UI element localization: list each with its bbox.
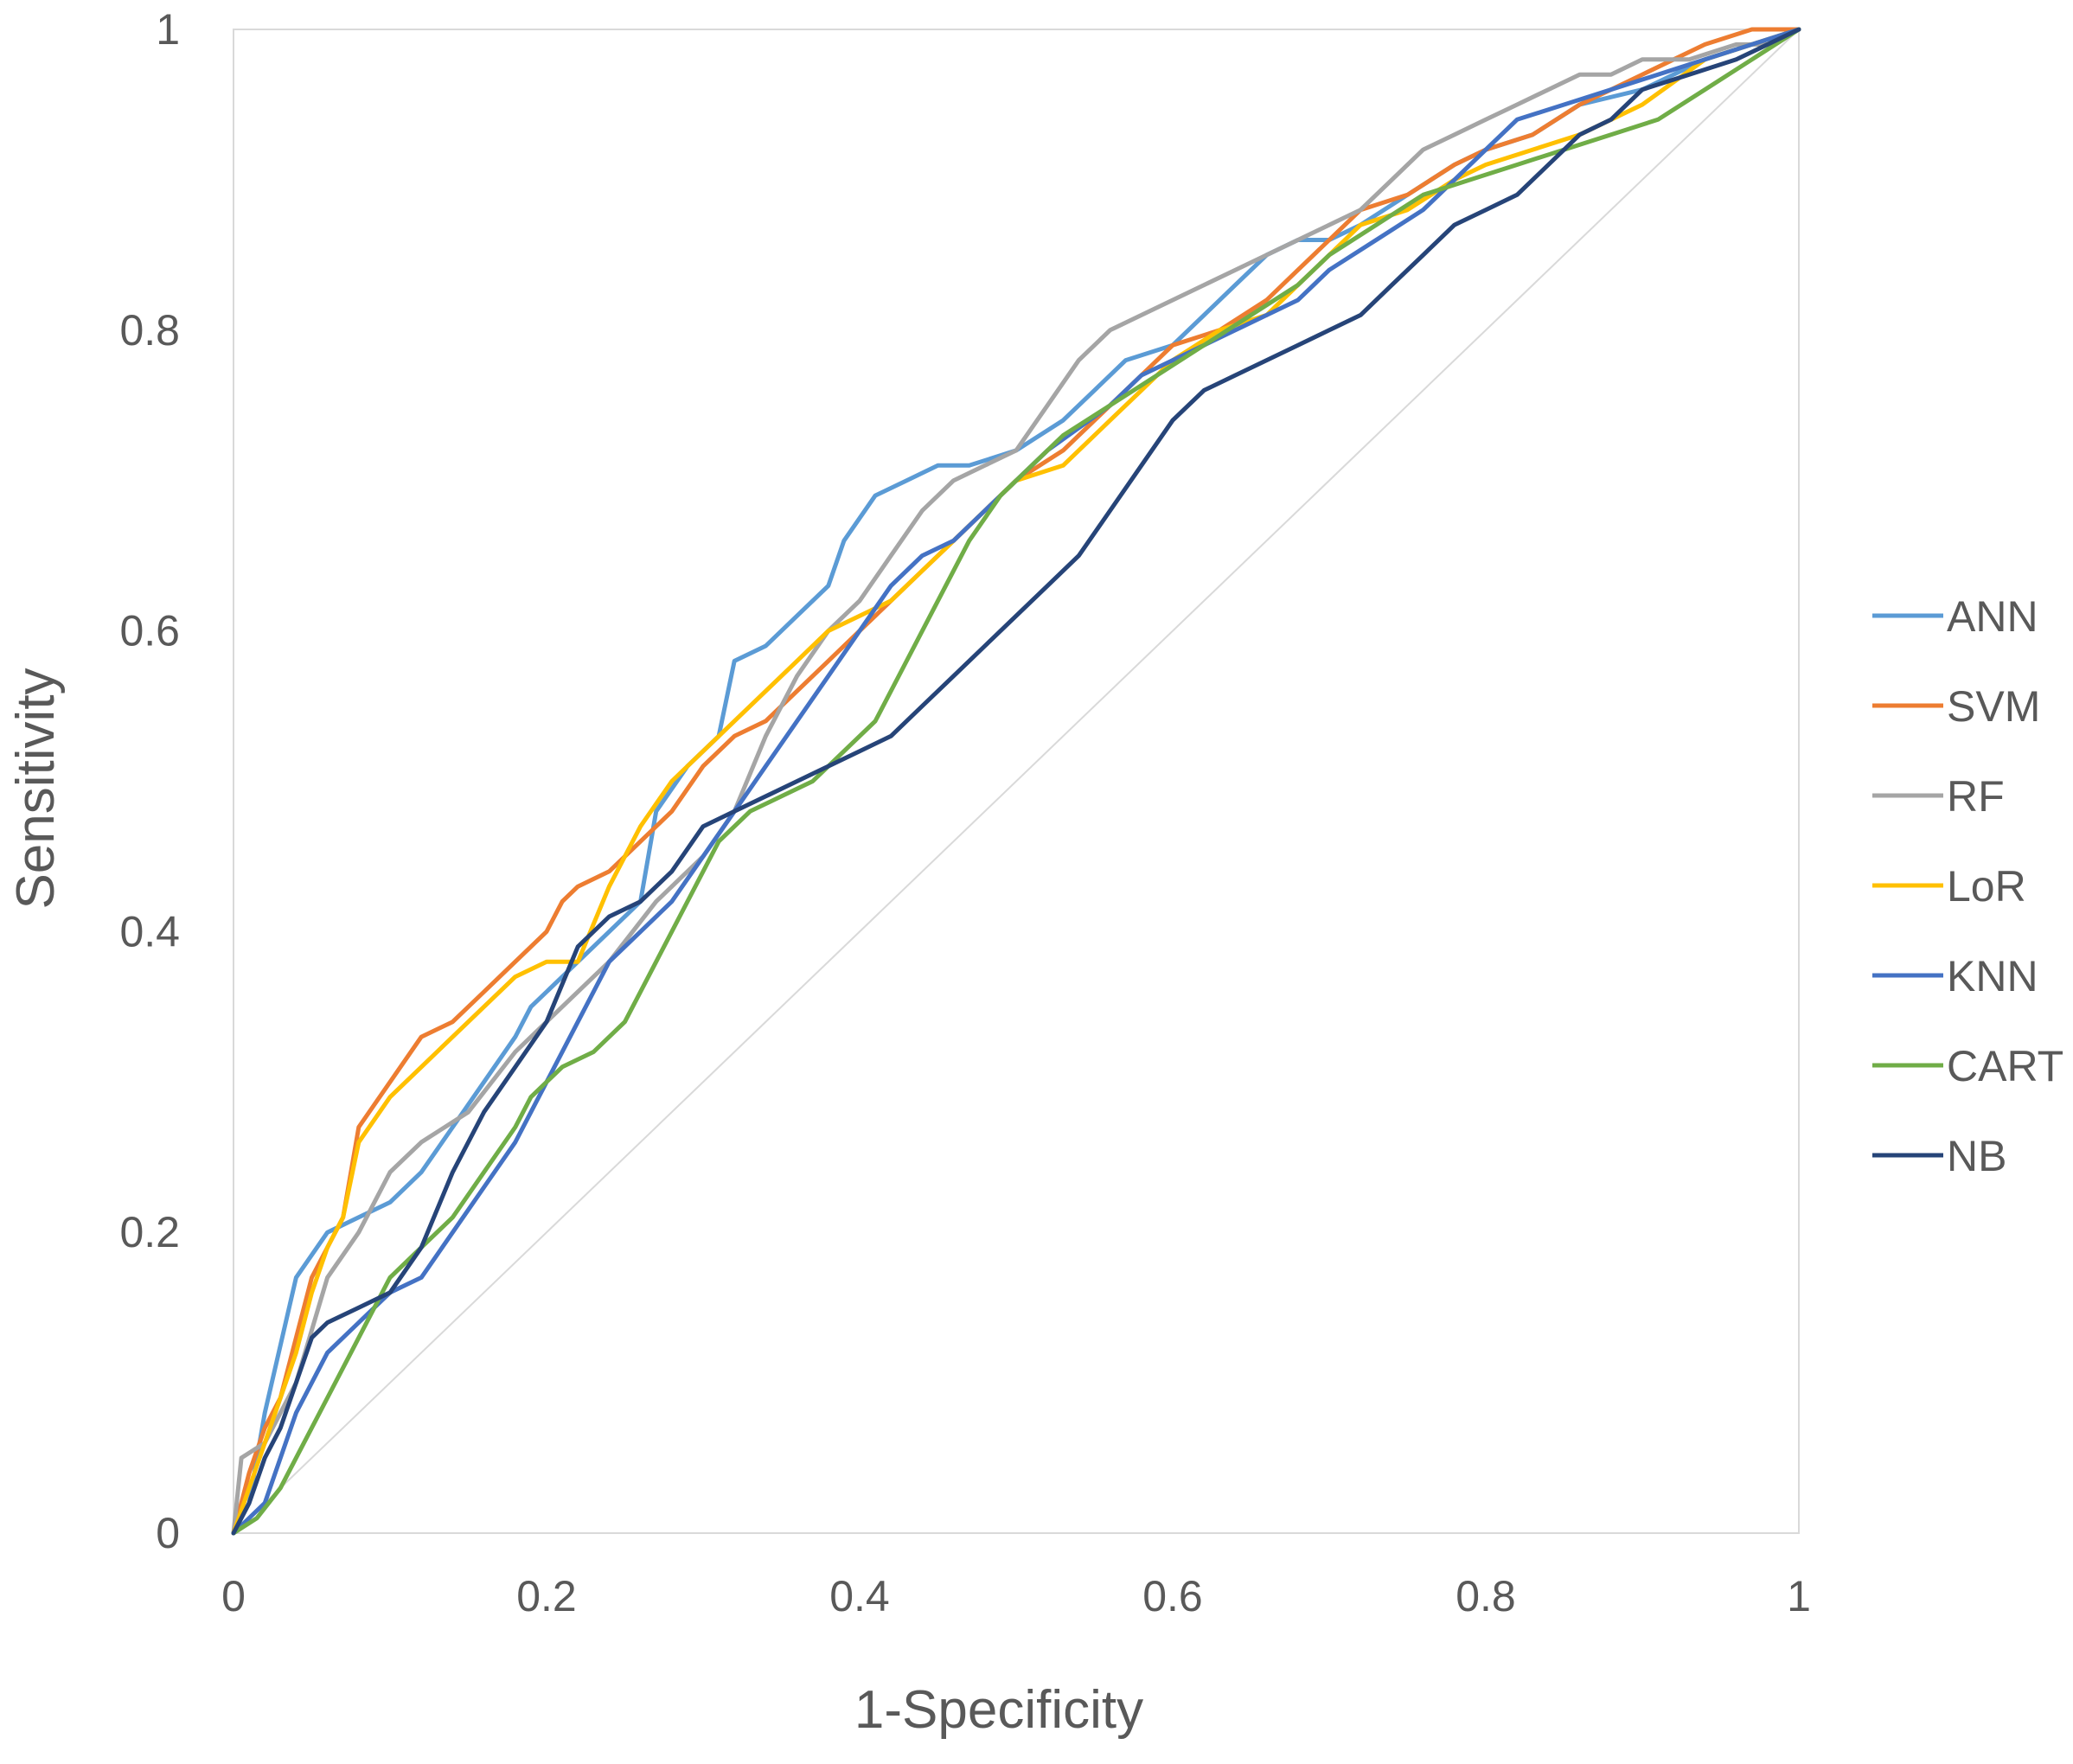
x-axis-ticks: 0 0.2 0.4 0.6 0.8 1: [221, 1572, 1811, 1620]
legend-item-knn: KNN: [1872, 952, 2038, 1000]
legend-item-cart: CART: [1872, 1042, 2063, 1090]
y-tick-label: 1: [156, 5, 180, 54]
x-tick-label: 1: [1787, 1572, 1811, 1620]
series-line-cart: [231, 27, 1801, 1536]
y-tick-label: 0.8: [119, 306, 180, 355]
legend-label: SVM: [1947, 682, 2040, 731]
series-line-nb: [231, 27, 1801, 1536]
y-tick-label: 0.4: [119, 907, 180, 956]
y-axis-title: Sensitivity: [6, 668, 66, 909]
series-line-lor: [231, 27, 1801, 1536]
y-tick-label: 0.6: [119, 607, 180, 655]
x-tick-label: 0.2: [516, 1572, 577, 1620]
x-axis-title: 1-Specificity: [854, 1680, 1143, 1740]
legend-label: LoR: [1947, 862, 2026, 911]
plot-area: [233, 29, 1800, 1534]
series-line-rf: [231, 27, 1801, 1536]
reference-diagonal-line: [233, 29, 1800, 1534]
legend-label: RF: [1947, 772, 2005, 821]
reference-line-layer: [233, 29, 1800, 1534]
x-tick-label: 0.8: [1456, 1572, 1516, 1620]
legend-label: CART: [1947, 1042, 2063, 1090]
legend: ANN SVM RF LoR KNN CART NB: [1872, 592, 2063, 1180]
legend-label: ANN: [1947, 592, 2038, 641]
x-tick-label: 0.6: [1142, 1572, 1203, 1620]
x-tick-label: 0.4: [829, 1572, 890, 1620]
legend-item-ann: ANN: [1872, 592, 2038, 641]
x-tick-label: 0: [221, 1572, 246, 1620]
plot-border: [233, 29, 1800, 1534]
y-tick-label: 0: [156, 1509, 180, 1557]
legend-item-rf: RF: [1872, 772, 2005, 821]
series-line-knn: [231, 27, 1801, 1536]
legend-label: NB: [1947, 1132, 2006, 1180]
legend-item-lor: LoR: [1872, 862, 2026, 911]
y-axis-ticks: 0 0.2 0.4 0.6 0.8 1: [119, 5, 180, 1557]
legend-item-svm: SVM: [1872, 682, 2040, 731]
legend-item-nb: NB: [1872, 1132, 2006, 1180]
series-layer: [231, 27, 1801, 1536]
y-tick-label: 0.2: [119, 1208, 180, 1256]
legend-label: KNN: [1947, 952, 2038, 1000]
